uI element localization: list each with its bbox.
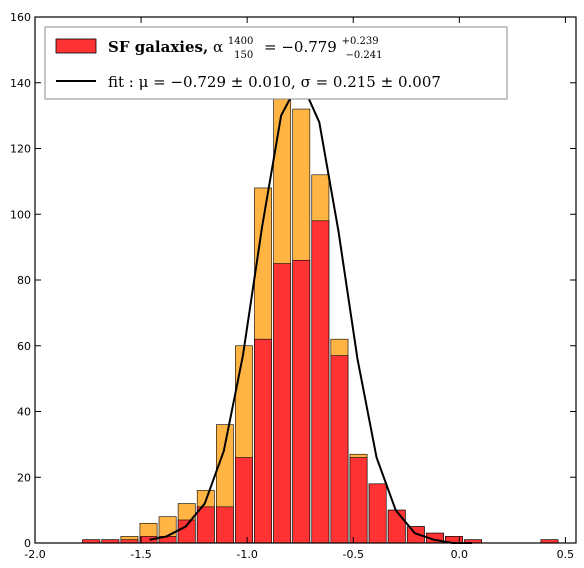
legend-label-sf-sup: 1400: [228, 36, 253, 47]
axes: -2.0 -1.5 -1.0 -0.5 0.0 0.5 0 20 40 60 80 100 120 140…: [10, 11, 577, 561]
sf-bar: [273, 263, 292, 544]
sf-bars: [82, 220, 559, 544]
legend-label-fit: fit : μ = −0.729 ± 0.010, σ = 0.215 ± 0.…: [108, 73, 441, 91]
sf-bar: [349, 457, 368, 544]
sf-bar: [254, 338, 272, 544]
sf-bar: [235, 457, 253, 544]
x-tick-label: 0.5: [557, 548, 575, 561]
y-tick-label: 20: [17, 471, 31, 484]
x-tick-label: -0.5: [343, 548, 364, 561]
sf-bar: [368, 483, 387, 544]
fit-curve-layer: [149, 78, 473, 544]
legend-label-sf-err-sup: +0.239: [342, 36, 379, 47]
x-tick-label: -1.0: [236, 548, 257, 561]
sf-bar: [330, 355, 349, 544]
legend-label-sf-alpha: α: [213, 38, 223, 56]
x-tick-label: -2.0: [24, 548, 45, 561]
y-tick-label: 40: [17, 406, 31, 419]
y-tick-label: 100: [10, 208, 31, 221]
legend-box: [44, 26, 508, 100]
legend-label-sf: SF galaxies, α 1400 150 = −0.779 +0.239 …: [108, 30, 383, 62]
y-tick-label: 80: [17, 274, 31, 287]
x-tick-label: -1.5: [130, 548, 151, 561]
y-tick-label: 60: [17, 340, 31, 353]
legend-label-sf-bold: SF galaxies,: [108, 38, 208, 56]
legend-swatch-sf: [55, 38, 97, 54]
sf-bar: [292, 259, 311, 544]
y-tick-label: 160: [10, 11, 31, 24]
sf-bar: [311, 220, 330, 544]
y-tick-label: 140: [10, 77, 31, 90]
sf-bar: [177, 519, 196, 544]
sf-bar: [387, 509, 406, 544]
legend: SF galaxies, α 1400 150 = −0.779 +0.239 …: [44, 26, 508, 100]
y-tick-label: 0: [24, 537, 31, 550]
legend-label-sf-err-sub: −0.241: [345, 50, 382, 61]
y-tick-label: 120: [10, 143, 31, 156]
sf-bar: [215, 506, 234, 544]
fit-curve: [149, 78, 473, 544]
sf-bar: [196, 506, 215, 544]
legend-label-sf-eq: = −0.779: [264, 38, 337, 56]
x-tick-label: 0.0: [451, 548, 469, 561]
legend-label-sf-sub: 150: [234, 50, 253, 61]
